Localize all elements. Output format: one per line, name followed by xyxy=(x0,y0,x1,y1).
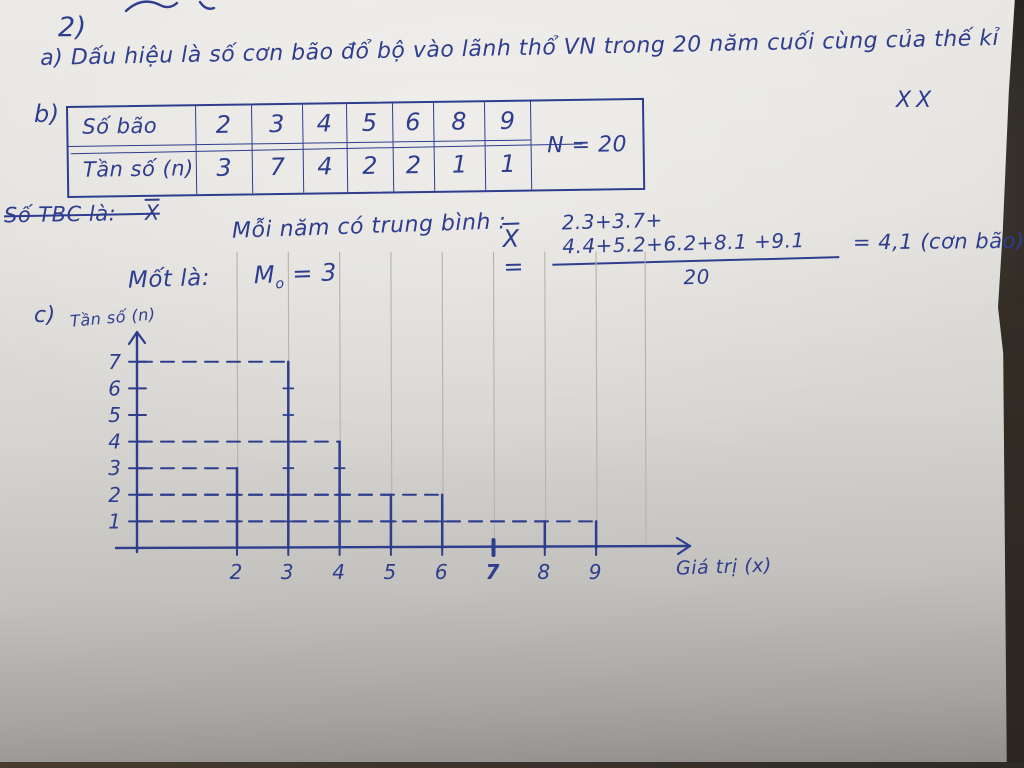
svg-text:4: 4 xyxy=(108,430,121,454)
x-bar-symbol: X xyxy=(144,200,160,225)
svg-text:6: 6 xyxy=(108,376,121,400)
svg-text:9: 9 xyxy=(589,560,602,584)
svg-text:2: 2 xyxy=(230,560,243,584)
svg-text:1: 1 xyxy=(108,509,121,533)
frequency-table: Số bão Tần số (n) 2 3 3 7 4 4 5 2 6 2 8 … xyxy=(66,97,646,198)
table-value-cell: 3 xyxy=(252,104,303,145)
axis-ticks xyxy=(128,360,598,557)
table-freq-cell: 1 xyxy=(451,150,468,179)
problem-number: 2) xyxy=(58,12,87,43)
cut-off-writing-stroke xyxy=(124,0,216,13)
table-freq-cell: 1 xyxy=(500,149,517,178)
svg-text:5: 5 xyxy=(108,403,121,427)
answer-line-a: a) Dấu hiệu là số cơn bão đổ bộ vào lãnh… xyxy=(40,25,1000,71)
frequency-segments xyxy=(231,360,598,550)
svg-text:5: 5 xyxy=(384,560,397,584)
svg-text:3: 3 xyxy=(281,560,294,584)
svg-text:7: 7 xyxy=(486,560,500,584)
part-b-label: b) xyxy=(34,100,60,128)
table-value-cell: 6 xyxy=(392,102,434,143)
century-mark: XX xyxy=(896,88,937,113)
photo-table-edge-right xyxy=(998,0,1024,768)
table-freq-cell: 2 xyxy=(362,151,379,180)
photo-table-edge-bottom xyxy=(0,762,1024,768)
chart-axes xyxy=(114,330,692,556)
table-value-cell: 5 xyxy=(347,103,393,144)
svg-text:6: 6 xyxy=(435,560,448,584)
part-c-label: c) xyxy=(34,303,56,328)
table-row1-label: Số bão xyxy=(68,106,196,147)
table-value-cell: 2 xyxy=(195,105,252,146)
svg-text:7: 7 xyxy=(108,350,121,374)
table-value-cell: 9 xyxy=(484,101,531,142)
table-value-cell: 4 xyxy=(302,104,347,144)
svg-text:8: 8 xyxy=(537,560,550,584)
svg-text:3: 3 xyxy=(108,456,121,480)
dashed-frequency-guides xyxy=(138,360,598,523)
table-freq-cell: 2 xyxy=(405,151,422,180)
table-value-cell: 8 xyxy=(434,102,485,142)
mean-result: = 4,1 (cơn bão) xyxy=(853,228,1024,255)
svg-text:4: 4 xyxy=(332,560,345,584)
svg-text:2: 2 xyxy=(108,483,121,507)
struck-out-text: Số TBC là: X xyxy=(3,200,160,228)
